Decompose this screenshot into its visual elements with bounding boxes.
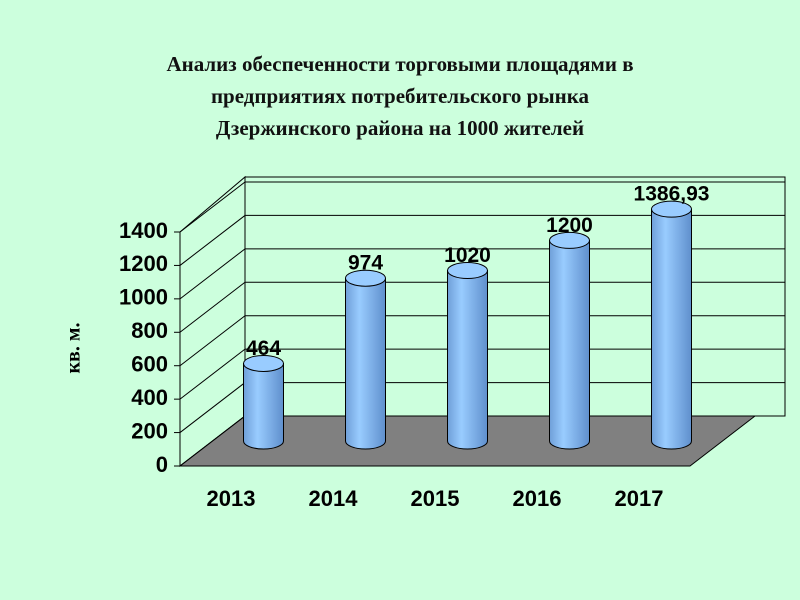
value-label: 464: [246, 337, 281, 360]
grid-line: [179, 248, 246, 300]
y-tick-label: 800: [131, 318, 168, 343]
chart-title: Анализ обеспеченности торговыми площадям…: [166, 52, 633, 76]
grid-line: [179, 382, 246, 433]
bar-top: [243, 354, 284, 372]
bar: [243, 362, 284, 450]
y-tick-label: 200: [131, 418, 168, 443]
y-tick-label: 1400: [119, 218, 168, 243]
bar-top: [651, 200, 692, 218]
x-tick-label: 2015: [411, 486, 460, 511]
bar-top: [549, 231, 590, 249]
y-axis-label: кв. м.: [63, 323, 85, 374]
y-tick-label: 1000: [119, 285, 168, 310]
y-tick-label: 1200: [119, 251, 168, 276]
chart-title: предприятиях потребительского рынка: [211, 84, 590, 108]
x-tick-label: 2017: [615, 486, 664, 511]
y-tick-label: 600: [131, 352, 168, 377]
grid-line: [179, 315, 246, 367]
value-label: 974: [348, 252, 383, 275]
bar-top: [447, 262, 488, 280]
back-wall: [244, 176, 786, 417]
bar: [345, 277, 386, 450]
x-tick-label: 2013: [207, 486, 256, 511]
x-tick-label: 2014: [309, 486, 359, 511]
value-label: 1020: [444, 244, 491, 267]
x-tick-label: 2016: [513, 486, 562, 511]
value-label: 1386,93: [634, 183, 710, 206]
y-tick-label: 0: [156, 452, 168, 477]
bar: [549, 239, 590, 450]
bar-top: [345, 269, 386, 287]
grid-line: [179, 415, 246, 467]
bar: [447, 270, 488, 450]
grid-line: [179, 215, 246, 266]
chart-title: Дзержинского района на 1000 жителей: [216, 116, 584, 140]
value-label: 1200: [546, 214, 593, 237]
grid-line: [179, 348, 246, 400]
bar: [651, 208, 692, 450]
grid-line: [179, 281, 246, 333]
y-tick-label: 400: [131, 385, 168, 410]
grid-line: [179, 181, 246, 233]
